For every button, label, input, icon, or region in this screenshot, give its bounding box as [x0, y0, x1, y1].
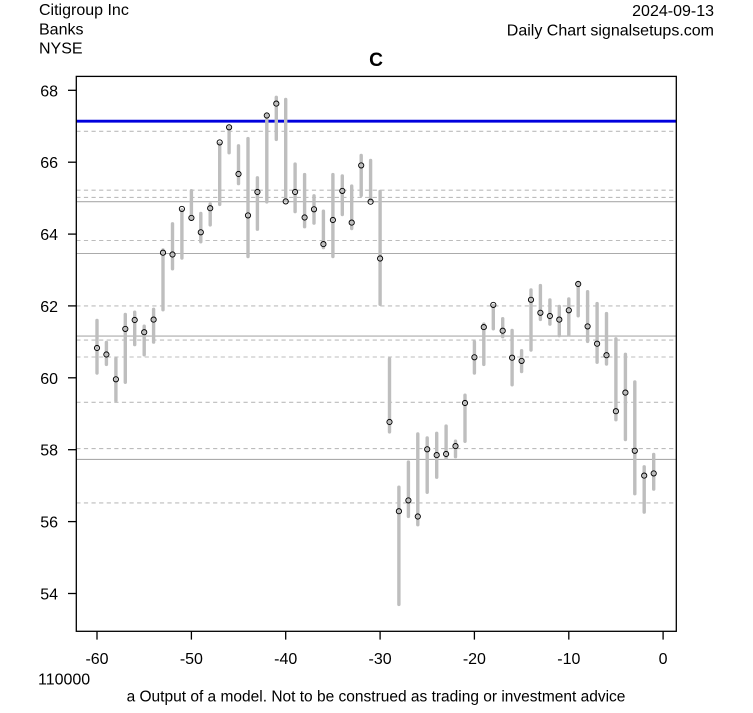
svg-text:58: 58	[40, 443, 58, 460]
svg-text:C: C	[369, 50, 383, 71]
svg-text:Citigroup Inc: Citigroup Inc	[39, 2, 129, 19]
svg-text:-50: -50	[180, 651, 203, 668]
svg-text:56: 56	[40, 515, 58, 532]
svg-text:2024-09-13: 2024-09-13	[632, 3, 714, 20]
svg-text:62: 62	[40, 299, 58, 316]
svg-text:-60: -60	[85, 651, 108, 668]
svg-text:0: 0	[659, 651, 668, 668]
svg-text:Daily Chart signalsetups.com: Daily Chart signalsetups.com	[507, 22, 714, 39]
svg-text:64: 64	[40, 227, 58, 244]
svg-text:68: 68	[40, 83, 58, 100]
svg-text:a Output of a model. Not to be: a Output of a model. Not to be construed…	[127, 689, 626, 706]
svg-text:Banks: Banks	[39, 21, 83, 38]
svg-text:-20: -20	[463, 651, 486, 668]
svg-text:54: 54	[40, 587, 58, 604]
svg-text:-40: -40	[274, 651, 297, 668]
svg-text:60: 60	[40, 371, 58, 388]
svg-text:-10: -10	[557, 651, 580, 668]
svg-text:NYSE: NYSE	[39, 41, 83, 58]
svg-text:-30: -30	[369, 651, 392, 668]
svg-text:66: 66	[40, 155, 58, 172]
svg-text:110000: 110000	[38, 672, 90, 689]
